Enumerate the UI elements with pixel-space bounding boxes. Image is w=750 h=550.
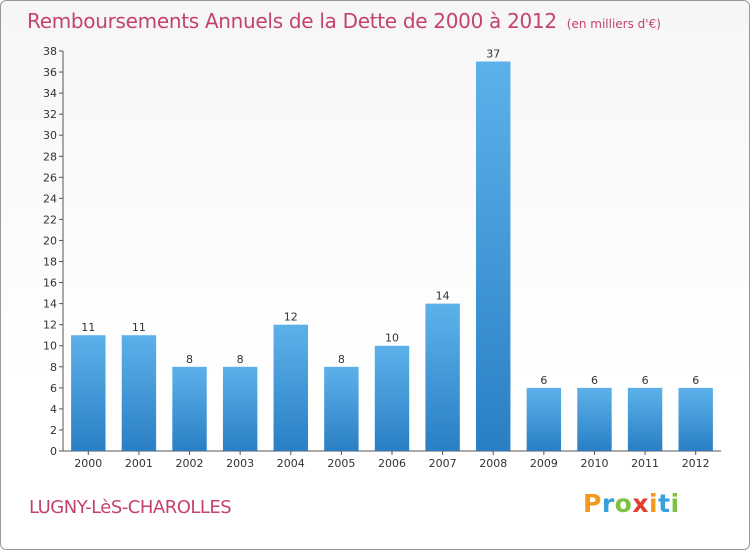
place-name: LUGNY-LèS-CHAROLLES [29, 497, 232, 518]
bar-2005 [324, 366, 359, 451]
title-row: Remboursements Annuels de la Dette de 20… [27, 9, 661, 33]
x-tick-label: 2010 [580, 457, 608, 470]
data-label: 6 [642, 374, 649, 387]
x-tick-label: 2002 [176, 457, 204, 470]
y-tick-label: 26 [43, 171, 57, 184]
data-label: 11 [132, 321, 146, 334]
bar-2012 [678, 387, 713, 451]
logo-letter: i [670, 489, 680, 518]
bar-2001 [121, 335, 157, 451]
bar-2010 [577, 387, 612, 451]
logo-letter: i [649, 489, 659, 518]
y-tick-label: 16 [43, 277, 57, 290]
x-tick-label: 2008 [479, 457, 507, 470]
data-label: 14 [436, 290, 450, 303]
data-label: 10 [385, 332, 399, 345]
bar-2004 [273, 324, 308, 451]
y-tick-label: 0 [50, 445, 57, 458]
y-tick-label: 8 [50, 361, 57, 374]
data-label: 11 [81, 321, 95, 334]
y-tick-label: 38 [43, 45, 57, 58]
data-label: 8 [186, 353, 193, 366]
bar-2009 [526, 387, 562, 451]
logo-letter: P [583, 489, 602, 518]
x-tick-label: 2006 [378, 457, 406, 470]
logo-letter: t [658, 489, 671, 518]
data-label: 6 [591, 374, 598, 387]
y-tick-label: 36 [43, 66, 57, 79]
bar-2011 [627, 387, 663, 451]
y-tick-label: 14 [43, 298, 57, 311]
bar-2006 [374, 345, 410, 451]
data-label: 37 [486, 48, 500, 61]
data-label: 8 [338, 353, 345, 366]
x-tick-label: 2003 [226, 457, 254, 470]
y-tick-label: 24 [43, 192, 57, 205]
y-tick-label: 18 [43, 256, 57, 269]
x-tick-label: 2009 [530, 457, 558, 470]
x-tick-label: 2001 [125, 457, 153, 470]
y-tick-label: 2 [50, 424, 57, 437]
bars [71, 61, 713, 452]
data-labels: 11 11 8 8 12 8 10 14 37 6 6 6 6 [81, 48, 699, 387]
y-tick-label: 4 [50, 403, 57, 416]
bar-2003 [222, 366, 258, 451]
chart-title: Remboursements Annuels de la Dette de 20… [27, 9, 557, 33]
logo-letter: x [632, 489, 649, 518]
x-tick-label: 2004 [277, 457, 305, 470]
y-tick-label: 22 [43, 213, 57, 226]
y-tick-label: 34 [43, 87, 57, 100]
bar-2002 [172, 366, 207, 451]
data-label: 8 [237, 353, 244, 366]
y-tick-label: 20 [43, 234, 57, 247]
y-tick-label: 28 [43, 150, 57, 163]
y-tick-label: 10 [43, 340, 57, 353]
x-tick-label: 2012 [682, 457, 710, 470]
data-label: 6 [540, 374, 547, 387]
x-tick-label: 2000 [74, 457, 102, 470]
bar-2007 [425, 303, 460, 451]
y-tick-label: 12 [43, 319, 57, 332]
logo-letter: o [614, 489, 633, 518]
x-tick-label: 2007 [429, 457, 457, 470]
bar-2000 [71, 335, 106, 451]
y-tick-label: 32 [43, 108, 57, 121]
bar-2008 [476, 61, 511, 452]
data-label: 12 [284, 311, 298, 324]
data-label: 6 [692, 374, 699, 387]
y-tick-label: 30 [43, 129, 57, 142]
y-tick-label: 6 [50, 382, 57, 395]
proxiti-logo: Proxiti [583, 489, 680, 518]
logo-letter: r [601, 489, 615, 518]
x-tick-label: 2005 [327, 457, 355, 470]
chart-subtitle: (en milliers d'€) [566, 17, 661, 31]
x-tick-label: 2011 [631, 457, 659, 470]
